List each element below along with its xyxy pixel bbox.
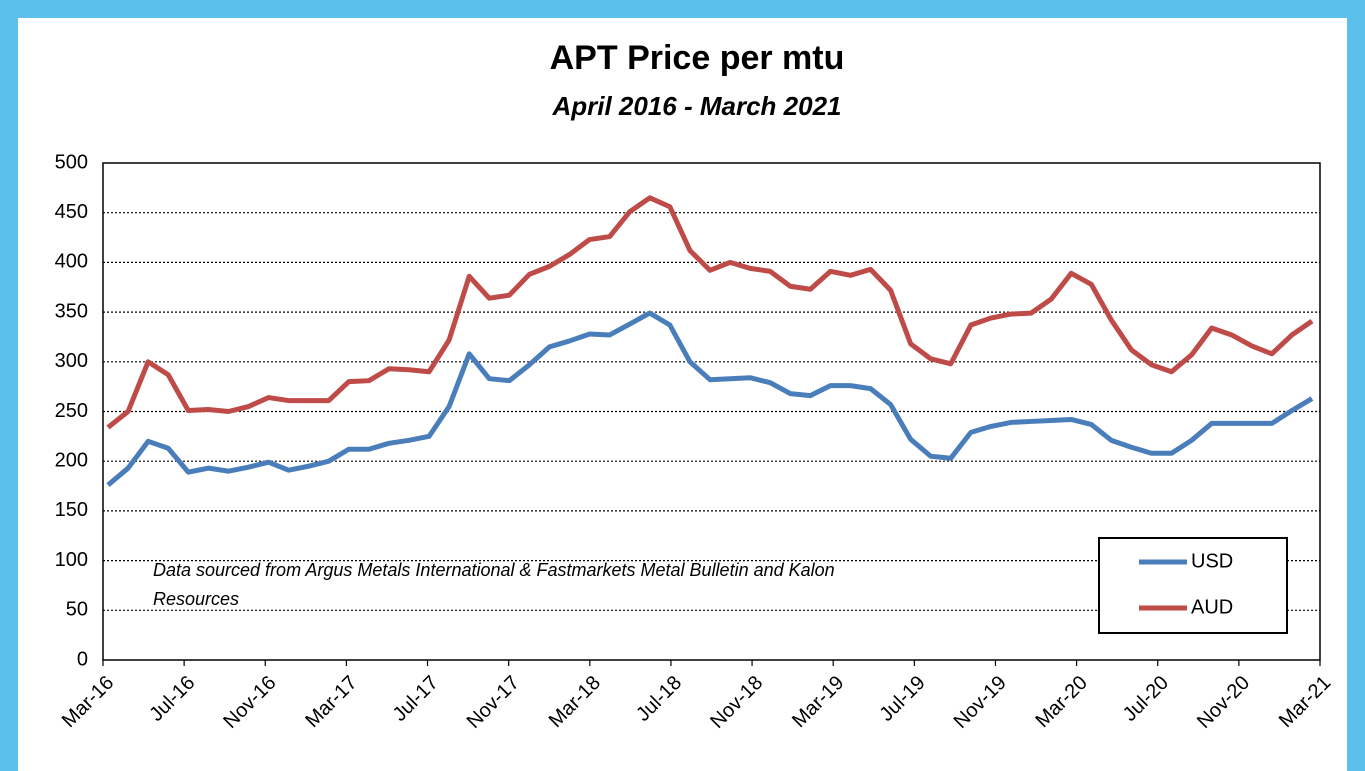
y-tick-label: 150	[55, 499, 88, 521]
y-tick-label: 450	[55, 201, 88, 223]
x-tick-label: Jul-17	[389, 672, 443, 726]
y-tick-label: 350	[55, 300, 88, 322]
y-tick-label: 300	[55, 350, 88, 372]
x-tick-label: Mar-19	[788, 672, 848, 732]
x-tick-label: Mar-20	[1032, 672, 1092, 732]
y-tick-label: 400	[55, 251, 88, 273]
series-line	[106, 195, 1314, 430]
annotation: Data sourced from Argus Metals Internati…	[153, 560, 835, 580]
y-tick-label: 50	[66, 599, 88, 621]
legend-box	[1098, 537, 1288, 634]
x-tick-label: Nov-19	[950, 672, 1011, 733]
legend-label: AUD	[1191, 596, 1233, 618]
x-tick-label: Mar-17	[301, 672, 361, 732]
y-tick-label: 250	[55, 400, 88, 422]
x-tick-label: Jul-20	[1119, 672, 1173, 726]
x-tick-label: Mar-16	[58, 672, 118, 732]
x-tick-label: Jul-16	[145, 672, 199, 726]
plot-frame	[102, 162, 1321, 661]
x-tick-label: Mar-21	[1275, 672, 1335, 732]
series-line	[106, 310, 1314, 487]
y-tick-label: 0	[77, 648, 88, 670]
chart-panel	[18, 18, 1347, 771]
x-tick-label: Nov-17	[463, 672, 524, 733]
x-tick-label: Jul-18	[632, 672, 686, 726]
x-tick-label: Nov-18	[706, 672, 767, 733]
x-tick-label: Nov-20	[1193, 672, 1254, 733]
x-tick-label: Nov-16	[219, 672, 280, 733]
annotation: Resources	[153, 589, 239, 609]
chart-subtitle: April 2016 - March 2021	[551, 91, 841, 121]
chart-title: APT Price per mtu	[550, 39, 845, 77]
x-tick-label: Mar-18	[545, 672, 605, 732]
legend-label: USD	[1191, 550, 1233, 572]
y-tick-label: 100	[55, 549, 88, 571]
y-tick-label: 200	[55, 449, 88, 471]
x-tick-label: Jul-19	[876, 672, 930, 726]
y-tick-label: 500	[55, 151, 88, 173]
